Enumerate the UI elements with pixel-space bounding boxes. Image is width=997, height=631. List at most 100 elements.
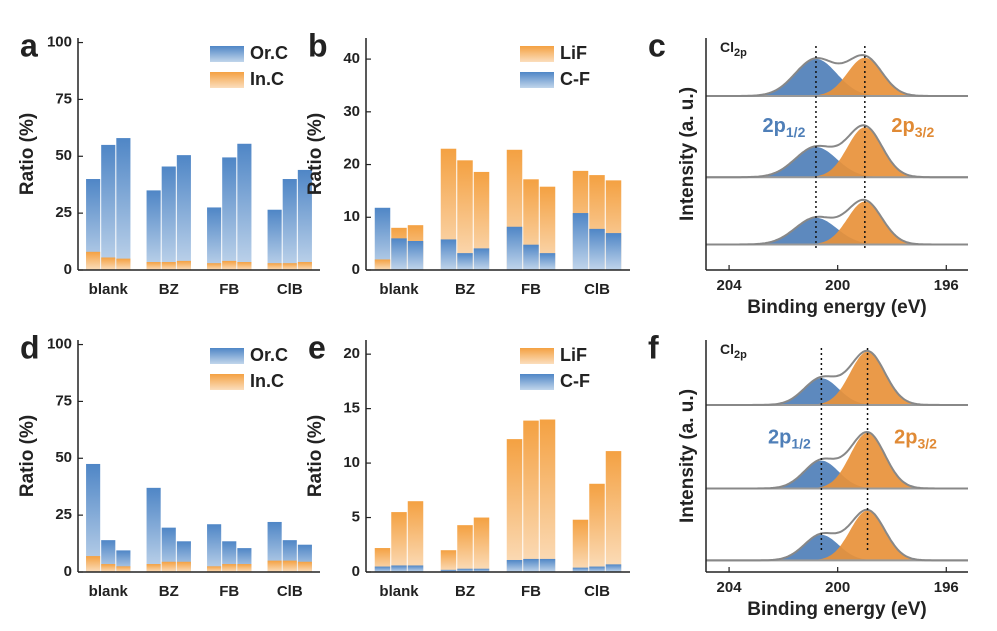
legend-swatch <box>210 72 244 88</box>
peak-label: 2p3/2 <box>894 427 937 451</box>
bar <box>605 564 622 572</box>
x-axis-title: Binding energy (eV) <box>747 297 926 318</box>
legend-swatch <box>210 348 244 364</box>
bar <box>86 179 101 270</box>
envelope <box>706 349 968 406</box>
bar <box>473 248 490 270</box>
fit-peak <box>706 460 968 489</box>
bar <box>101 257 116 270</box>
core-text: Cl <box>720 341 734 357</box>
bar <box>116 258 131 270</box>
bar <box>407 501 424 572</box>
bar <box>407 241 424 270</box>
bar <box>282 560 297 572</box>
x-tick-label: BZ <box>159 281 179 298</box>
peak-label-sub: 3/2 <box>915 124 935 140</box>
bar <box>207 566 222 572</box>
x-tick-label: 204 <box>717 579 743 596</box>
bar <box>297 262 312 270</box>
y-axis-title: Ratio (%) <box>305 113 326 195</box>
bar <box>222 260 237 270</box>
bar <box>176 260 191 270</box>
x-tick-label: 204 <box>717 277 743 294</box>
peak-label-sub: 1/2 <box>786 124 806 140</box>
bar <box>297 169 312 270</box>
y-tick-label: 75 <box>55 392 72 409</box>
bar <box>161 561 176 572</box>
panel-letter: a <box>20 27 38 63</box>
y-tick-label: 75 <box>55 90 72 107</box>
bar <box>523 420 539 572</box>
legend-label: In.C <box>250 69 284 89</box>
legend-label: LiF <box>560 345 587 365</box>
bar <box>237 143 252 270</box>
bar <box>589 483 605 572</box>
legend-swatch <box>520 348 554 364</box>
bar <box>101 144 116 270</box>
legend-swatch <box>520 374 554 390</box>
bar <box>207 263 222 270</box>
bar <box>222 157 237 270</box>
x-tick-label: BZ <box>455 583 475 600</box>
x-tick-label: blank <box>379 281 419 298</box>
panel-letter: c <box>648 27 666 63</box>
bar <box>267 521 282 572</box>
x-axis-title: Binding energy (eV) <box>747 599 926 620</box>
x-tick-label: FB <box>219 281 239 298</box>
legend-swatch <box>210 374 244 390</box>
legend-swatch <box>520 72 554 88</box>
plot-area <box>706 54 968 246</box>
bar <box>473 568 490 572</box>
bar <box>116 138 131 270</box>
x-tick-label: blank <box>89 583 129 600</box>
bar <box>589 228 605 270</box>
legend-swatch <box>520 46 554 62</box>
peak-label-sub: 1/2 <box>791 435 811 451</box>
fit-peak <box>706 58 968 96</box>
bar <box>146 564 161 572</box>
y-tick-label: 100 <box>47 34 72 51</box>
bar <box>282 263 297 270</box>
y-tick-label: 20 <box>343 345 360 362</box>
bar <box>391 565 407 572</box>
bar <box>457 253 473 270</box>
bar <box>457 568 473 572</box>
core-level-label: Cl2p <box>720 39 747 59</box>
legend-swatch <box>210 46 244 62</box>
bar <box>374 548 391 572</box>
bar <box>473 171 490 270</box>
y-tick-label: 5 <box>352 509 360 526</box>
bar <box>391 238 407 270</box>
panel-letter: b <box>308 27 328 63</box>
x-tick-label: BZ <box>455 281 475 298</box>
core-sub: 2p <box>734 349 747 361</box>
y-tick-label: 0 <box>64 563 72 580</box>
bar <box>86 463 101 572</box>
bar <box>176 155 191 270</box>
bar <box>506 560 523 572</box>
y-tick-label: 25 <box>55 506 72 523</box>
bar <box>267 209 282 270</box>
bar <box>572 567 589 572</box>
x-tick-label: 196 <box>934 579 959 596</box>
fit-peak <box>706 217 968 245</box>
x-tick-label: ClB <box>277 281 303 298</box>
x-tick-label: blank <box>379 583 419 600</box>
legend-label: Or.C <box>250 43 288 63</box>
bar <box>207 524 222 572</box>
bar <box>440 550 457 572</box>
panel-letter: f <box>648 329 659 365</box>
peak-label-text: 2p <box>894 427 917 449</box>
y-tick-label: 10 <box>343 208 360 225</box>
bar <box>457 160 473 270</box>
envelope <box>706 430 968 490</box>
peak-label-text: 2p <box>891 115 914 137</box>
panel-letter: e <box>308 329 326 365</box>
bar <box>146 487 161 572</box>
bar <box>473 517 490 572</box>
bar <box>572 213 589 270</box>
x-tick-label: blank <box>89 281 129 298</box>
y-axis-title: Ratio (%) <box>305 415 326 497</box>
fit-peak <box>706 201 968 245</box>
